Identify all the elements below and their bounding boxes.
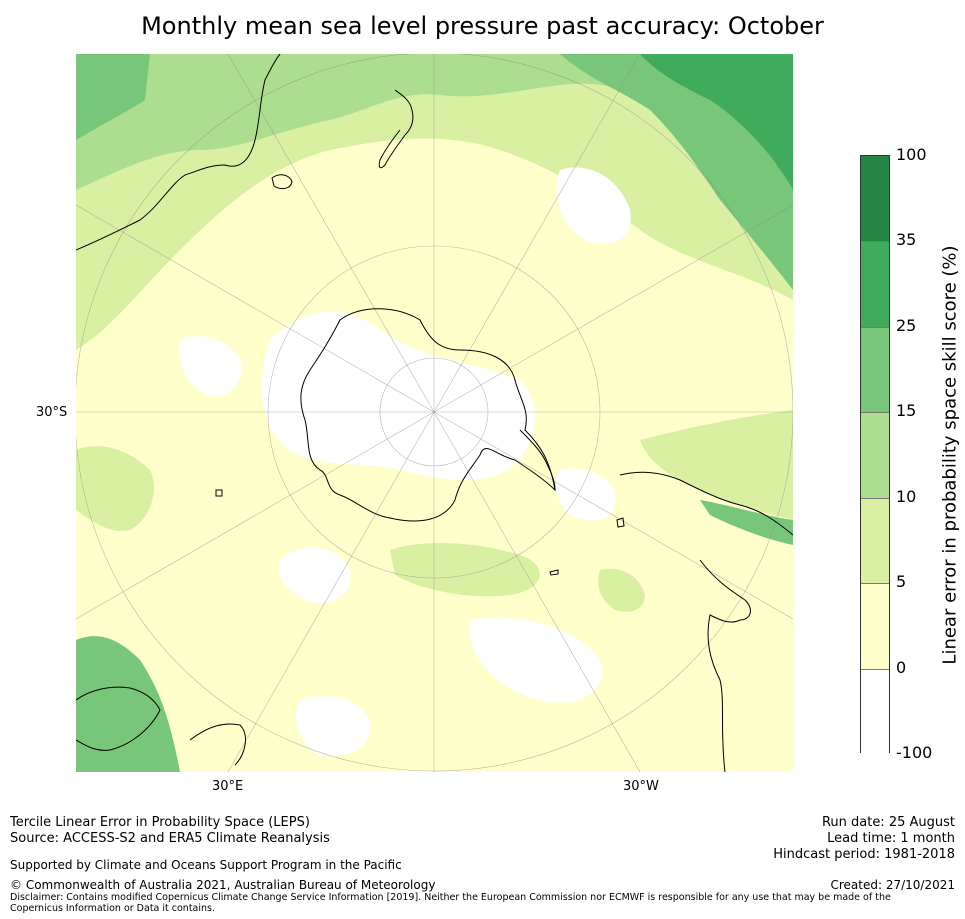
lat-label-30s: 30°S — [36, 405, 68, 420]
lon-label-30e: 30°E — [212, 779, 244, 794]
footer-right: Run date: 25 August Lead time: 1 month H… — [773, 815, 955, 863]
region-white-north — [556, 167, 631, 244]
colorbar-bin — [861, 326, 889, 414]
lead-time: Lead time: 1 month — [827, 831, 955, 846]
colorbar-bin — [861, 583, 889, 670]
colorbar-bin — [861, 412, 889, 499]
footer-left: Tercile Linear Error in Probability Spac… — [10, 815, 330, 847]
colorbar-tick-label: 100 — [896, 145, 927, 164]
colorbar-tick-label: 5 — [896, 572, 907, 592]
africa-coastline — [76, 686, 161, 751]
region-green-northwest — [76, 54, 150, 140]
created-date: Created: 27/10/2021 — [830, 878, 955, 892]
colorbar-tick-label: 25 — [896, 315, 917, 335]
south-georgia-coastline — [549, 569, 559, 576]
australia-coastline — [76, 54, 281, 251]
madagascar-coastline — [189, 723, 246, 766]
footer-method: Tercile Linear Error in Probability Spac… — [10, 815, 310, 830]
region-light-green-southeast — [598, 568, 645, 612]
region-white-pole — [385, 365, 489, 464]
run-date: Run date: 25 August — [821, 815, 955, 830]
region-light-green-east — [640, 410, 793, 520]
footer-support: Supported by Climate and Oceans Support … — [10, 858, 402, 872]
region-white-west — [179, 336, 241, 396]
south-america-coastline — [619, 471, 793, 536]
hindcast-period: Hindcast period: 1981-2018 — [773, 847, 955, 862]
colorbar-bin — [861, 668, 889, 755]
kerguelen-coastline — [215, 489, 223, 497]
region-green-southwest — [76, 636, 180, 772]
skill-regions — [76, 54, 793, 772]
region-mid-green-north — [76, 54, 793, 200]
footer-disclaimer: Disclaimer: Contains modified Copernicus… — [10, 892, 891, 914]
region-dark-green-northeast — [640, 54, 793, 190]
antarctica-coastline — [300, 308, 556, 522]
region-light-green-west — [76, 446, 154, 531]
footer-source: Source: ACCESS-S2 and ERA5 Climate Reana… — [10, 831, 330, 846]
colorbar-bin — [861, 156, 889, 242]
coastlines — [76, 54, 793, 772]
region-light-green-south — [390, 543, 540, 597]
south-america-tip-coastline — [699, 559, 751, 772]
new-zealand-north-coastline — [394, 89, 414, 136]
tasmania-coastline — [271, 174, 293, 190]
colorbar-tick-label: -100 — [896, 743, 933, 762]
colorbar-tick-label: 0 — [896, 657, 907, 677]
colorbar-tick-label: 15 — [896, 401, 917, 421]
colorbar-bin — [861, 241, 889, 328]
falkland-coastline — [616, 517, 625, 528]
colorbar-bin — [861, 497, 889, 585]
footer-copyright: © Commonwealth of Australia 2021, Austra… — [10, 878, 436, 892]
region-green-east — [700, 500, 793, 545]
colorbar-label: Linear error in probability space skill … — [939, 245, 961, 665]
colorbar — [860, 155, 890, 755]
region-white-southeast — [469, 617, 602, 703]
map-title: Monthly mean sea level pressure past acc… — [141, 12, 824, 40]
colorbar-tick-label: 35 — [896, 230, 917, 250]
lon-label-30w: 30°W — [623, 779, 659, 794]
new-zealand-south-coastline — [378, 129, 406, 169]
antarctic-peninsula-coastline — [519, 429, 556, 491]
colorbar-tick-label: 10 — [896, 486, 917, 506]
region-white-south-center — [296, 696, 371, 756]
